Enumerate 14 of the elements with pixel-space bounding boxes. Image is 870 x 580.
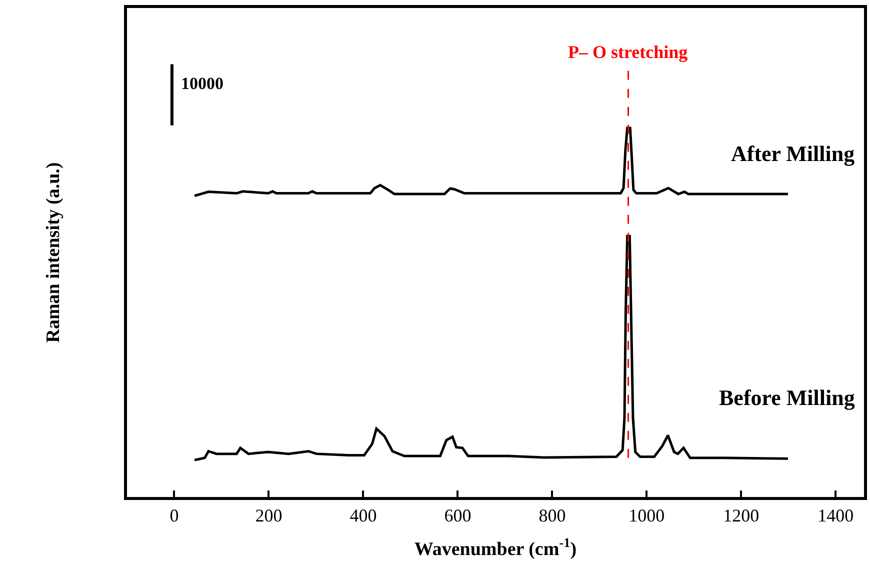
x-tick-label: 1000 [628,505,665,526]
text: Before Milling [719,385,855,410]
x-tick-label: 600 [444,505,472,526]
x-tick-label: 200 [255,505,282,526]
x-tick-label: 1400 [818,505,854,526]
ref-line-label: P– O stretching [568,42,688,62]
y-axis-title: Raman intensity (a.u.) [43,162,64,343]
x-axis-title: Wavenumber (cm$^{-1}$) [414,535,577,560]
series-label: After Milling [731,141,855,166]
x-tick-label: 0 [170,505,179,526]
x-tick-label: 1200 [723,505,760,526]
text: 10000 [181,74,224,93]
x-tick-label: 400 [350,505,377,526]
x-tick-label: 800 [538,505,566,526]
